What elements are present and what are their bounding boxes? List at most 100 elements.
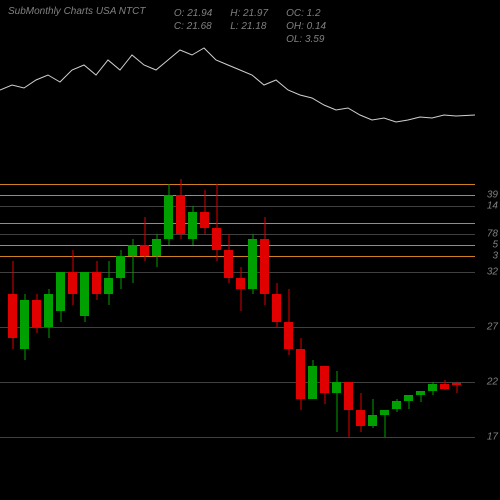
candle-body [152,239,161,256]
axis-label: 3 [492,250,498,261]
candle-body [188,212,197,240]
candle-body [404,395,413,401]
candle-body [92,272,101,294]
ohlc-high: H: 21.97 [230,8,268,19]
candle-wick [336,371,337,432]
candlestick [56,272,65,322]
candle-body [212,228,221,250]
horizontal-line [0,245,475,246]
axis-label: 5 [492,239,498,250]
candlestick [332,371,341,432]
candlestick [188,206,197,245]
horizontal-line [0,184,475,185]
candlestick [32,294,41,333]
axis-label: 78 [487,228,498,239]
candlestick [404,395,413,409]
candlestick [284,289,293,355]
indicator-line [0,48,475,122]
candlestick [272,283,281,327]
candlestick [80,272,89,322]
candlestick [428,382,437,395]
candle-body [176,195,185,234]
candlestick [368,399,377,429]
candlestick [296,338,305,410]
candlestick [224,234,233,284]
ohlc-close: C: 21.68 [174,21,212,32]
candle-body [236,278,245,289]
candle-body [44,294,53,327]
candle-body [356,410,365,427]
horizontal-line [0,223,475,224]
candle-body [308,366,317,399]
candlestick [68,250,77,305]
ohlc-oh: OH: 0.14 [286,21,326,32]
axis-label: 39 [487,190,498,201]
candle-body [8,294,17,338]
candlestick [344,382,353,437]
candlestick [140,217,149,261]
candle-body [68,272,77,294]
axis-label: 17 [487,432,498,443]
candle-body [392,401,401,410]
axis-label: 14 [487,201,498,212]
candle-wick [240,267,241,311]
candle-body [32,300,41,328]
candle-body [164,195,173,239]
candle-body [284,322,293,350]
horizontal-line [0,327,475,328]
candle-body [224,250,233,278]
candle-body [80,272,89,316]
candlestick [44,289,53,339]
candle-body [428,384,437,391]
ohlc-open: O: 21.94 [174,8,212,19]
candlestick [92,261,101,300]
axis-label: 32 [487,267,498,278]
candlestick [152,234,161,267]
ohlc-oc: OC: 1.2 [286,8,326,19]
horizontal-line [0,206,475,207]
candle-body [332,382,341,393]
candle-body [116,256,125,278]
candlestick [452,382,461,393]
candle-body [104,278,113,295]
candle-body [320,366,329,394]
candlestick [236,267,245,311]
candlestick [20,294,29,360]
candlestick [176,179,185,240]
candlestick [308,360,317,399]
candlestick [200,190,209,234]
candle-body [248,239,257,289]
candle-body [200,212,209,229]
candle-body [296,349,305,399]
candlestick [416,391,425,402]
candlestick [164,184,173,245]
candle-body [140,245,149,256]
candlestick [8,261,17,349]
candlestick [128,239,137,283]
candlestick [104,261,113,305]
candle-body [20,300,29,350]
candlestick [392,399,401,412]
horizontal-line [0,195,475,196]
candle-body [272,294,281,322]
candle-body [128,245,137,256]
candle-body [416,391,425,395]
candle-body [440,384,449,388]
axis-label: 22 [487,377,498,388]
candlestick [248,234,257,295]
candle-body [368,415,377,426]
candlestick [380,410,389,438]
candlestick [356,393,365,432]
horizontal-line [0,382,475,383]
candlestick [260,217,269,305]
candlestick [116,250,125,289]
axis-label: 27 [487,322,498,333]
candle-body [56,272,65,311]
candle-body [260,239,269,294]
horizontal-line [0,234,475,235]
candle-body [452,383,461,385]
ohlc-low: L: 21.18 [230,21,268,32]
candlestick [212,184,221,261]
candle-body [344,382,353,410]
candle-body [380,410,389,416]
